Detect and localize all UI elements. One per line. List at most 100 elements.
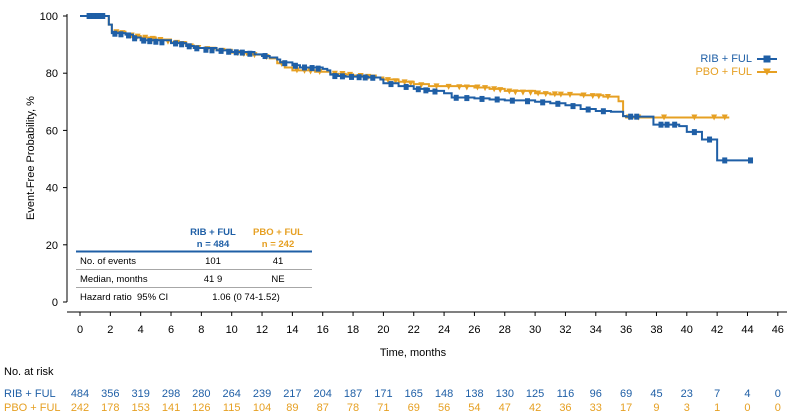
censor-mark-rib <box>282 60 288 67</box>
censor-mark-pbo <box>527 89 534 96</box>
table-row-median-label: Median, months <box>80 274 148 285</box>
x-tick-label: 46 <box>772 324 784 336</box>
x-tick-label: 6 <box>168 324 174 336</box>
x-tick-label: 36 <box>620 324 632 336</box>
at-risk-value-rib: 130 <box>496 388 514 400</box>
censor-mark-rib <box>233 49 239 56</box>
at-risk-value-pbo: 56 <box>438 402 450 414</box>
censor-mark-pbo <box>721 114 728 121</box>
at-risk-value-rib: 4 <box>744 388 750 400</box>
at-risk-value-rib: 148 <box>435 388 453 400</box>
x-tick-label: 16 <box>317 324 329 336</box>
censor-mark-rib <box>423 87 429 94</box>
censor-mark-rib <box>722 157 728 164</box>
at-risk-value-pbo: 17 <box>620 402 632 414</box>
censor-mark-rib <box>356 74 362 81</box>
censor-mark-rib <box>247 50 253 57</box>
censor-mark-rib <box>179 41 185 48</box>
x-tick-label: 34 <box>590 324 602 336</box>
censor-mark-rib <box>658 121 664 128</box>
table-row-median-rib: 41 9 <box>204 274 223 285</box>
censor-mark-pbo <box>407 80 414 87</box>
y-tick-label: 20 <box>46 240 58 252</box>
censor-mark-pbo <box>519 89 526 96</box>
x-tick-label: 0 <box>77 324 83 336</box>
at-risk-value-rib: 69 <box>620 388 632 400</box>
x-tick-label: 24 <box>438 324 450 336</box>
censor-mark-pbo <box>535 90 542 97</box>
censor-mark-rib <box>600 108 606 115</box>
censor-mark-rib <box>186 43 192 50</box>
table-row-median-pbo: NE <box>271 274 284 285</box>
at-risk-value-rib: 204 <box>314 388 332 400</box>
censor-mark-rib <box>570 103 576 110</box>
at-risk-title: No. at risk <box>4 366 54 378</box>
legend-label-pbo: PBO + FUL <box>695 66 752 78</box>
at-risk-value-rib: 187 <box>344 388 362 400</box>
at-risk-value-pbo: 36 <box>559 402 571 414</box>
x-tick-label: 40 <box>681 324 693 336</box>
censor-mark-rib <box>628 113 634 120</box>
censor-mark-rib <box>239 49 245 56</box>
censor-mark-pbo <box>433 83 440 90</box>
censor-mark-pbo <box>691 114 698 121</box>
censor-mark-rib <box>464 95 470 102</box>
table-row-events-pbo: 41 <box>273 256 284 267</box>
censor-mark-rib <box>370 74 376 81</box>
censor-mark-rib <box>691 129 697 136</box>
legend-label-rib: RIB + FUL <box>700 53 752 65</box>
censor-mark-pbo <box>512 89 519 96</box>
censor-mark-rib <box>509 97 515 104</box>
at-risk-value-rib: 264 <box>223 388 241 400</box>
at-risk-value-pbo: 178 <box>101 402 119 414</box>
at-risk-value-rib: 319 <box>132 388 150 400</box>
censor-mark-rib <box>112 30 118 37</box>
at-risk-value-pbo: 141 <box>162 402 180 414</box>
censor-mark-pbo <box>418 82 425 89</box>
censor-mark-rib <box>262 53 268 60</box>
legend-marker-pbo <box>763 68 771 76</box>
series-line-rib <box>80 15 751 162</box>
y-tick-label: 80 <box>46 68 58 80</box>
censor-mark-pbo <box>463 84 470 91</box>
at-risk-value-rib: 484 <box>71 388 89 400</box>
censor-mark-pbo <box>595 93 602 100</box>
at-risk-value-rib: 23 <box>681 388 693 400</box>
x-tick-label: 8 <box>198 324 204 336</box>
at-risk-table: No. at risk RIB + FUL PBO + FUL 484 356 31… <box>4 366 781 414</box>
censor-mark-rib <box>525 98 531 105</box>
censor-mark-pbo <box>293 67 300 74</box>
censor-mark-rib <box>302 64 308 71</box>
censor-mark-rib <box>707 136 713 143</box>
at-risk-value-rib: 7 <box>714 388 720 400</box>
censor-mark-rib <box>388 81 394 88</box>
at-risk-value-pbo: 89 <box>286 402 298 414</box>
at-risk-value-pbo: 3 <box>684 402 690 414</box>
table-header-pbo: PBO + FUL <box>253 227 303 238</box>
censor-mark-pbo <box>711 114 718 121</box>
at-risk-value-rib: 138 <box>465 388 483 400</box>
at-risk-value-rib: 125 <box>526 388 544 400</box>
censor-mark-pbo <box>491 86 498 93</box>
censor-mark-rib <box>147 38 153 45</box>
at-risk-value-pbo: 33 <box>590 402 602 414</box>
censor-mark-pbo <box>542 91 549 98</box>
censor-mark-rib <box>226 48 232 55</box>
at-risk-label-rib: RIB + FUL <box>4 388 56 400</box>
at-risk-value-rib: 45 <box>650 388 662 400</box>
censor-mark-rib <box>91 13 97 19</box>
at-risk-value-pbo: 9 <box>653 402 659 414</box>
censor-mark-rib <box>95 13 101 19</box>
censor-mark-rib <box>339 73 345 80</box>
censor-mark-pbo <box>506 88 513 95</box>
censor-mark-rib <box>479 95 485 102</box>
censor-mark-rib <box>672 121 678 128</box>
censor-mark-rib <box>494 96 500 103</box>
censor-mark-rib <box>194 45 200 52</box>
x-tick-label: 14 <box>286 324 298 336</box>
censor-mark-rib <box>315 65 321 72</box>
censor-mark-pbo <box>566 91 573 98</box>
censor-mark-rib <box>664 121 670 128</box>
censor-mark-rib <box>153 38 159 45</box>
censor-mark-rib <box>585 106 591 113</box>
